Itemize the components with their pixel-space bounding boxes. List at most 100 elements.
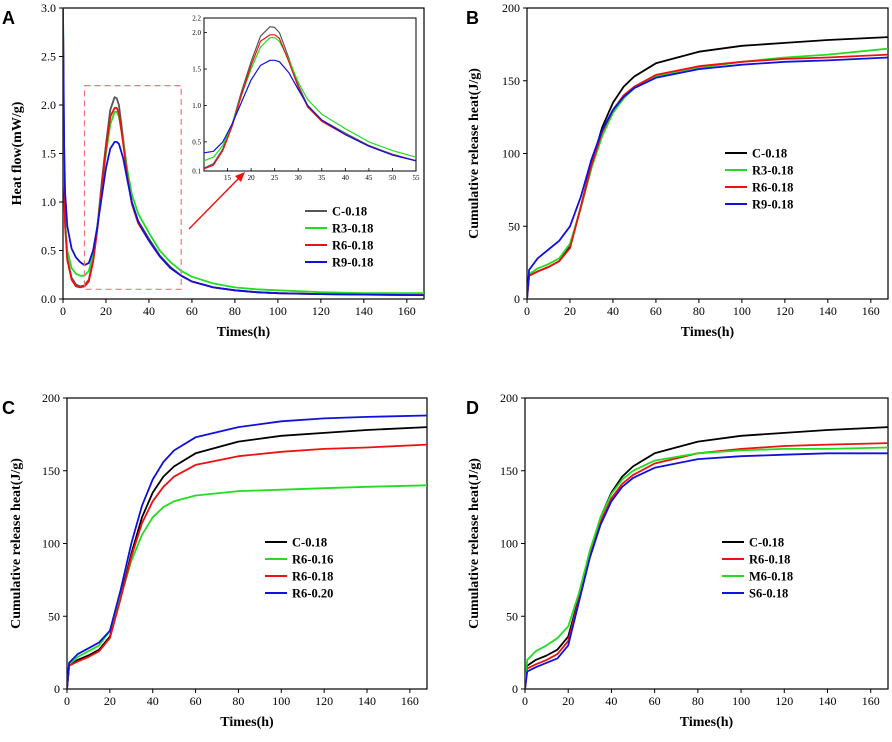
x-tick-label: 0 <box>60 304 66 318</box>
series-line-c-0.18 <box>527 36 888 299</box>
x-tick-label: 0 <box>522 694 528 708</box>
x-tick-label: 120 <box>312 304 330 318</box>
legend-label: C-0.18 <box>749 536 784 550</box>
x-tick-label: 60 <box>650 304 662 318</box>
legend-label: R6-0.18 <box>749 553 790 567</box>
zoom-arrow <box>188 176 241 230</box>
panel-letter-a: A <box>2 8 15 28</box>
y-axis-title: Cumulative release heat(J/g) <box>467 458 482 629</box>
y-tick-label: 200 <box>500 391 518 405</box>
x-tick-label: 80 <box>693 304 705 318</box>
x-tick-label: 20 <box>100 304 112 318</box>
x-tick-label: 60 <box>186 304 198 318</box>
legend-label: S6-0.18 <box>749 587 788 601</box>
panel-letter-d: D <box>466 398 479 418</box>
x-tick-label: 40 <box>147 694 159 708</box>
x-tick-label: 20 <box>564 304 576 318</box>
inset-x-tick-label: 45 <box>365 174 373 182</box>
series-line-r6-0.18 <box>527 53 888 299</box>
panel-letter-c: C <box>2 398 15 418</box>
plot-frame <box>526 7 889 300</box>
series-line-r9-0.18 <box>527 56 888 299</box>
series-line-r6-0.16 <box>67 484 427 689</box>
inset-x-tick-label: 30 <box>295 174 303 182</box>
series-line-r9-0.18 <box>63 8 424 296</box>
y-tick-label: 0.5 <box>41 244 56 258</box>
inset-y-tick-label: 0.1 <box>192 168 201 176</box>
legend-label: R9-0.18 <box>752 198 793 212</box>
inset-y-tick-label: 2.2 <box>192 15 201 23</box>
x-tick-label: 100 <box>272 694 290 708</box>
x-tick-label: 60 <box>649 694 661 708</box>
plot-frame <box>66 397 428 690</box>
x-axis-title: Times(h) <box>680 715 734 730</box>
legend-label: C-0.18 <box>332 205 367 219</box>
x-tick-label: 100 <box>269 304 287 318</box>
series-line-c-0.18 <box>67 426 427 689</box>
x-tick-label: 0 <box>64 694 70 708</box>
inset-series-line-r3-0.18 <box>204 37 416 162</box>
y-tick-label: 50 <box>48 609 60 623</box>
inset-x-tick-label: 20 <box>248 174 256 182</box>
y-tick-label: 50 <box>508 219 520 233</box>
x-tick-label: 40 <box>607 304 619 318</box>
y-tick-label: 150 <box>500 464 518 478</box>
panel-letter-b: B <box>466 8 479 28</box>
legend-label: R3-0.18 <box>752 164 793 178</box>
x-tick-label: 100 <box>733 304 751 318</box>
legend-label: M6-0.18 <box>749 570 793 584</box>
series-line-r6-0.18 <box>67 443 427 689</box>
legend-label: R6-0.18 <box>292 570 333 584</box>
y-axis-title: Heat flow(mW/g) <box>10 101 25 205</box>
x-tick-label: 140 <box>358 694 376 708</box>
inset-y-tick-label: 1.0 <box>192 102 201 110</box>
x-tick-label: 120 <box>775 694 793 708</box>
series-line-s6-0.18 <box>525 452 888 689</box>
x-tick-label: 80 <box>232 694 244 708</box>
series-line-r6-0.20 <box>67 414 427 689</box>
inset-y-tick-label: 1.5 <box>192 66 201 74</box>
legend-label: R3-0.18 <box>332 222 373 236</box>
x-tick-label: 140 <box>355 304 373 318</box>
legend-label: R9-0.18 <box>332 256 373 270</box>
y-tick-label: 0 <box>54 682 60 696</box>
plot-frame <box>524 397 889 690</box>
series-line-r6-0.18 <box>525 442 888 689</box>
inset-frame <box>203 17 417 172</box>
x-tick-label: 80 <box>692 694 704 708</box>
panel-b: B 0 20 40 60 80 100 120 140 160 0 50 100 150 200 Times(… <box>466 1 889 340</box>
x-tick-label: 40 <box>143 304 155 318</box>
x-axis-title: Times(h) <box>217 325 271 340</box>
legend-label: R6-0.18 <box>332 239 373 253</box>
x-tick-label: 60 <box>190 694 202 708</box>
legend-label: R6-0.18 <box>752 181 793 195</box>
y-tick-label: 0.0 <box>41 292 56 306</box>
inset-x-tick-label: 50 <box>389 174 397 182</box>
inset-x-tick-label: 15 <box>224 174 232 182</box>
series-line-c-0.18 <box>525 426 888 689</box>
y-tick-label: 100 <box>42 537 60 551</box>
x-tick-label: 160 <box>862 304 880 318</box>
x-tick-label: 100 <box>732 694 750 708</box>
x-axis-title: Times(h) <box>220 715 274 730</box>
inset-x-tick-label: 35 <box>318 174 326 182</box>
y-tick-label: 3.0 <box>41 1 56 15</box>
series-line-r3-0.18 <box>527 47 888 299</box>
legend-label: C-0.18 <box>752 147 787 161</box>
inset-plot: 15 20 25 30 35 40 45 50 55 0.1 0.5 1.0 1.5 2.0 2.2 <box>192 15 420 183</box>
x-tick-label: 140 <box>819 304 837 318</box>
inset-x-tick-label: 25 <box>271 174 279 182</box>
inset-y-tick-label: 0.5 <box>192 138 201 146</box>
y-tick-label: 0 <box>512 682 518 696</box>
y-tick-label: 2.5 <box>41 50 56 64</box>
inset-x-tick-label: 40 <box>342 174 350 182</box>
y-tick-label: 200 <box>502 1 520 15</box>
y-tick-label: 150 <box>502 74 520 88</box>
x-tick-label: 120 <box>315 694 333 708</box>
x-tick-label: 120 <box>776 304 794 318</box>
zoom-arrow-head <box>235 172 245 182</box>
series-line-m6-0.18 <box>525 446 888 689</box>
legend-label: R6-0.16 <box>292 553 333 567</box>
legend-label: C-0.18 <box>292 536 327 550</box>
